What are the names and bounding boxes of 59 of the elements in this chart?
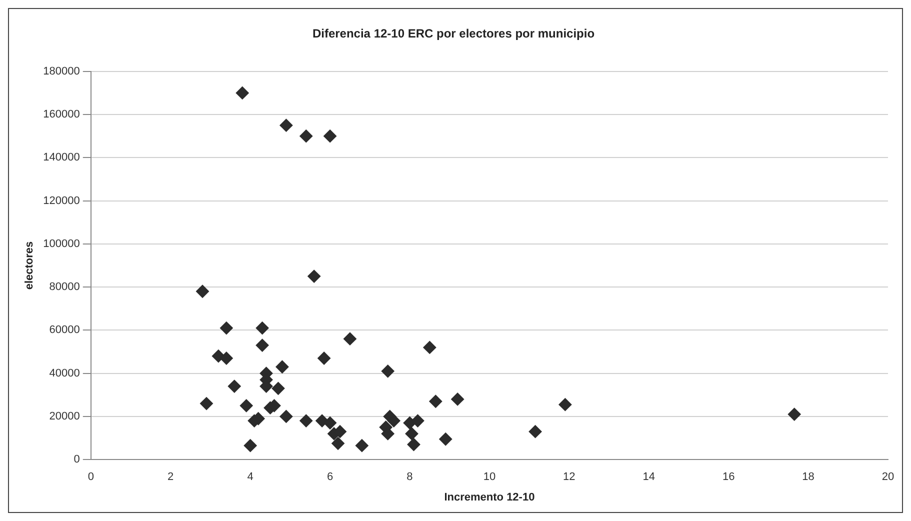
point xyxy=(788,408,801,421)
point xyxy=(343,332,356,346)
y-axis-title: electores xyxy=(24,241,36,290)
point xyxy=(280,118,293,132)
point xyxy=(332,436,345,450)
point xyxy=(276,360,289,374)
point xyxy=(256,322,269,335)
x-tick-label: 4 xyxy=(247,471,254,484)
point xyxy=(355,439,368,452)
y-tick-label: 120000 xyxy=(43,194,80,207)
point xyxy=(407,438,420,452)
y-tick-label: 20000 xyxy=(49,410,80,422)
point xyxy=(240,399,253,412)
point xyxy=(429,394,442,408)
point xyxy=(280,410,293,423)
point xyxy=(439,432,452,446)
x-tick-label: 14 xyxy=(642,471,655,484)
point xyxy=(324,416,337,430)
x-axis-title: Incremento 12-10 xyxy=(444,491,535,504)
y-tick-label: 180000 xyxy=(43,65,80,78)
point xyxy=(196,284,209,298)
x-tick-label: 16 xyxy=(722,471,735,484)
point xyxy=(220,322,233,335)
point xyxy=(256,338,269,352)
point xyxy=(236,86,249,100)
point xyxy=(300,414,313,428)
point xyxy=(318,352,331,365)
point xyxy=(300,130,313,143)
y-tick-label: 0 xyxy=(74,454,80,466)
point xyxy=(228,380,241,393)
y-tick-label: 100000 xyxy=(43,238,80,250)
x-tick-label: 12 xyxy=(563,471,576,484)
point xyxy=(324,130,337,143)
x-tick-label: 0 xyxy=(88,471,94,484)
point xyxy=(381,364,394,378)
x-tick-label: 20 xyxy=(882,471,894,484)
x-tick-label: 2 xyxy=(168,471,174,484)
y-tick-label: 80000 xyxy=(49,281,80,294)
x-tick-label: 8 xyxy=(406,471,413,484)
chart-title: Diferencia 12-10 ERC por electores por municipio xyxy=(312,26,595,41)
y-tick-label: 60000 xyxy=(49,324,80,336)
point xyxy=(200,397,213,410)
point xyxy=(387,414,400,428)
x-tick-label: 18 xyxy=(802,471,814,484)
y-tick-label: 160000 xyxy=(43,108,80,121)
x-tick-label: 10 xyxy=(483,471,496,484)
point xyxy=(411,414,424,428)
point xyxy=(423,340,436,354)
point xyxy=(220,352,233,365)
y-tick-label: 40000 xyxy=(49,367,80,380)
point xyxy=(308,270,321,283)
point xyxy=(528,425,542,438)
point xyxy=(272,382,285,395)
point xyxy=(244,439,257,452)
point xyxy=(405,427,418,440)
point xyxy=(558,398,572,412)
x-tick-label: 6 xyxy=(326,471,334,484)
y-tick-label: 140000 xyxy=(43,152,80,164)
point xyxy=(451,392,464,406)
